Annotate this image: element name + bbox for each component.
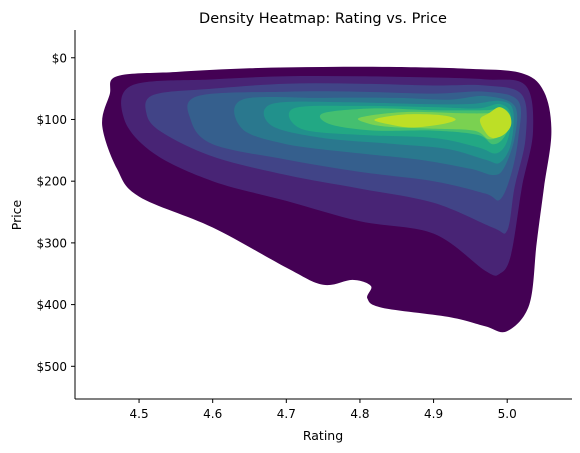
y-tick-label: $0 <box>52 51 67 65</box>
x-tick-label: 4.5 <box>130 407 149 421</box>
y-tick-label: $400 <box>36 298 67 312</box>
density-level-10-region-9 <box>374 114 456 128</box>
x-tick-label: 4.8 <box>350 407 369 421</box>
y-tick-label: $500 <box>36 360 67 374</box>
x-tick-label: 4.7 <box>277 407 296 421</box>
density-level-10-region-10 <box>479 107 512 139</box>
x-tick-label: 5.0 <box>498 407 517 421</box>
density-contours <box>102 66 552 333</box>
y-tick-label: $300 <box>36 236 67 250</box>
x-axis-label: Rating <box>303 428 343 443</box>
x-tick-label: 4.6 <box>203 407 222 421</box>
chart-title: Density Heatmap: Rating vs. Price <box>199 11 447 27</box>
x-ticks: 4.5 4.6 4.7 4.8 4.9 5.0 <box>130 399 517 421</box>
y-ticks: $0 $100 $200 $300 $400 $500 <box>36 51 75 374</box>
y-axis-label: Price <box>9 199 24 230</box>
y-tick-label: $100 <box>36 113 67 127</box>
y-tick-label: $200 <box>36 175 67 189</box>
x-tick-label: 4.9 <box>424 407 443 421</box>
